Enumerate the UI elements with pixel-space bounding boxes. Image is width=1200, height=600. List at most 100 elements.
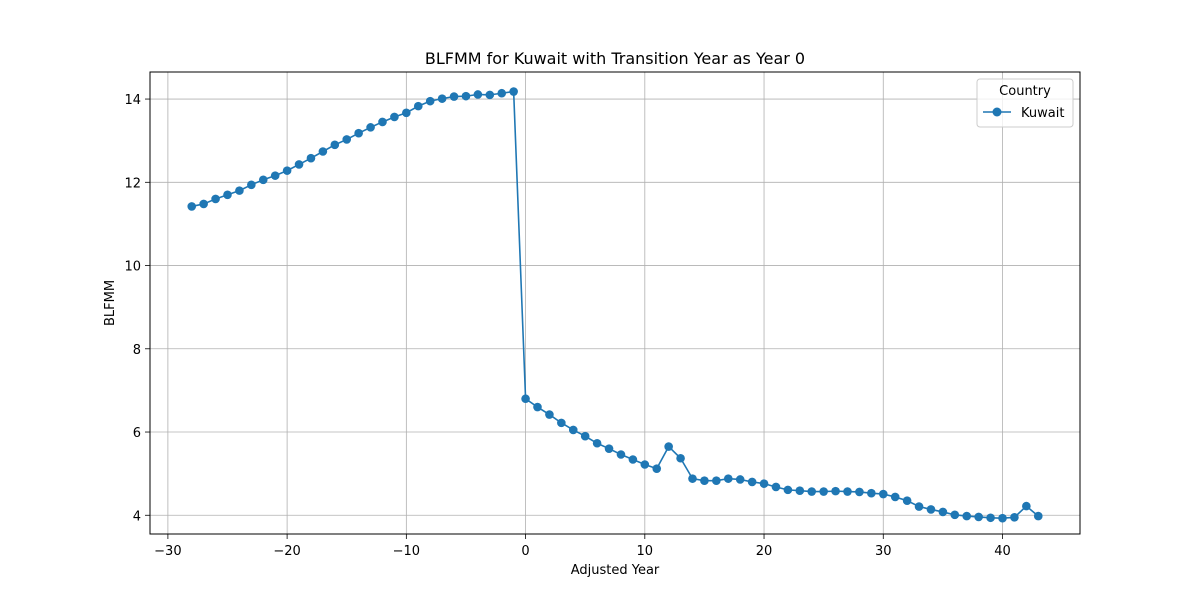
data-point <box>795 486 805 496</box>
data-point <box>449 92 459 101</box>
legend-box <box>976 78 1074 128</box>
series-layer <box>187 87 1043 523</box>
data-point <box>998 513 1007 523</box>
y-tick-label: 10 <box>124 260 141 275</box>
data-point <box>962 511 972 521</box>
data-point <box>676 453 685 463</box>
data-point <box>342 135 352 144</box>
data-point <box>974 512 983 522</box>
data-point <box>735 475 745 484</box>
x-tick-label: 0 <box>521 544 529 559</box>
y-tick-label: 14 <box>124 93 141 108</box>
data-point <box>700 476 709 486</box>
data-point <box>759 479 769 488</box>
y-tick-label: 8 <box>133 343 141 358</box>
data-point <box>771 482 781 492</box>
data-point <box>568 425 578 435</box>
x-tick-label: 10 <box>637 544 654 559</box>
legend-swatch-marker <box>992 107 1002 117</box>
series-line-kuwait <box>191 90 1039 519</box>
data-point <box>437 94 447 103</box>
data-point <box>390 112 399 122</box>
x-tick-label: 20 <box>756 544 773 559</box>
data-point <box>592 438 602 448</box>
data-point <box>235 186 244 195</box>
data-point <box>1022 501 1031 511</box>
data-point <box>270 171 280 180</box>
plot-area-frame <box>149 71 1081 535</box>
data-point <box>557 418 566 428</box>
data-point <box>914 502 924 511</box>
x-tick-label: −10 <box>393 544 420 559</box>
data-point <box>247 180 256 190</box>
data-point <box>867 488 876 498</box>
data-point <box>187 202 197 211</box>
data-point <box>938 507 948 517</box>
y-tick-label: 12 <box>124 176 141 191</box>
data-point <box>688 474 697 483</box>
data-point <box>950 510 960 520</box>
data-point <box>378 117 387 127</box>
data-point <box>855 487 864 497</box>
data-point <box>199 199 208 209</box>
x-tick-label: 40 <box>994 544 1011 559</box>
data-point <box>902 496 912 506</box>
y-tick-label: 6 <box>133 426 141 441</box>
data-point <box>1010 513 1019 522</box>
data-point <box>628 455 638 464</box>
data-point <box>306 153 316 163</box>
data-point <box>723 474 733 483</box>
data-point <box>712 476 721 486</box>
data-point <box>986 513 995 523</box>
chart-title: BLFMM for Kuwait with Transition Year as… <box>425 49 805 68</box>
data-point <box>807 487 817 496</box>
x-tick-label: 30 <box>875 544 892 559</box>
legend: Country Kuwait <box>976 78 1074 128</box>
data-point <box>461 91 471 101</box>
data-point <box>664 442 673 451</box>
data-point <box>819 487 828 496</box>
data-point <box>545 410 554 419</box>
x-tick-label: −30 <box>154 544 181 559</box>
data-point <box>473 90 483 99</box>
data-point <box>402 108 411 118</box>
data-point <box>640 460 650 469</box>
data-point <box>413 101 423 111</box>
data-point <box>747 477 757 487</box>
x-tick-label: −20 <box>273 544 300 559</box>
y-axis-label: BLFMM <box>103 280 118 326</box>
data-point <box>604 444 614 453</box>
legend-entry-kuwait: Kuwait <box>1021 106 1064 121</box>
axis-ticks: −30 −20 −10 0 10 20 30 40 4 6 8 10 12 14 <box>124 93 1010 559</box>
y-tick-label: 4 <box>133 509 141 524</box>
data-point <box>831 486 840 496</box>
data-point <box>497 88 507 98</box>
data-point <box>1033 511 1043 521</box>
data-point <box>330 140 340 150</box>
data-point <box>878 489 888 499</box>
data-point <box>533 402 542 412</box>
data-point <box>223 190 232 200</box>
data-point <box>282 166 292 175</box>
data-point <box>926 505 936 514</box>
data-point <box>258 175 268 185</box>
data-point <box>521 394 530 404</box>
data-point <box>366 123 375 132</box>
data-point <box>318 147 328 156</box>
data-point <box>783 485 793 495</box>
data-point <box>509 87 518 96</box>
x-axis-label: Adjusted Year <box>571 563 660 578</box>
grid-lines <box>150 72 1080 534</box>
data-point <box>580 431 590 441</box>
data-point <box>616 450 626 459</box>
data-point <box>485 90 495 100</box>
data-point <box>890 492 900 502</box>
data-point <box>294 160 304 169</box>
data-point <box>652 464 662 473</box>
data-point <box>354 128 363 138</box>
data-point <box>211 194 220 204</box>
legend-title: Country <box>999 84 1051 99</box>
data-point <box>425 96 435 106</box>
data-point <box>843 487 852 496</box>
